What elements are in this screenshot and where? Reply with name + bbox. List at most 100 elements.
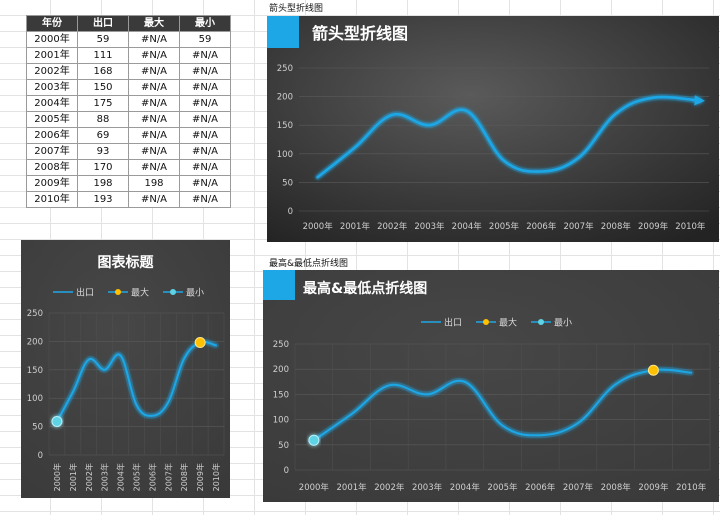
table-cell[interactable]: 111 xyxy=(77,47,129,64)
table-cell[interactable]: #N/A xyxy=(179,95,231,112)
table-cell[interactable]: 2000年 xyxy=(26,31,78,48)
x-tick-label: 2003年 xyxy=(100,463,110,491)
x-tick-label: 2004年 xyxy=(450,482,481,493)
table-cell[interactable]: #N/A xyxy=(179,191,231,208)
title-block xyxy=(263,270,295,300)
x-tick-label: 2007年 xyxy=(163,463,173,491)
table-row: 2005年 88 #N/A #N/A xyxy=(26,111,231,128)
column-header[interactable]: 最大 xyxy=(128,15,180,32)
table-cell[interactable]: 2007年 xyxy=(26,143,78,160)
column-header[interactable]: 年份 xyxy=(26,15,78,32)
x-tick-label: 2001年 xyxy=(340,221,371,232)
table-cell[interactable]: #N/A xyxy=(128,191,180,208)
legend-label: 最大 xyxy=(131,287,149,299)
table-cell[interactable]: #N/A xyxy=(128,159,180,176)
table-cell[interactable]: #N/A xyxy=(128,63,180,80)
table-cell[interactable]: 69 xyxy=(77,127,129,144)
x-tick-label: 2004年 xyxy=(116,463,126,491)
table-cell[interactable]: #N/A xyxy=(128,47,180,64)
table-cell[interactable]: #N/A xyxy=(179,127,231,144)
table-header-row: 年份 出口 最大 最小 xyxy=(26,15,231,32)
table-row: 2001年 111 #N/A #N/A xyxy=(26,47,231,64)
table-cell[interactable]: 2004年 xyxy=(26,95,78,112)
arrow-line-chart[interactable]: 箭头型折线图 0 50 100 150 200 250 2000年 2001年 2002年 2003… xyxy=(267,16,719,242)
table-cell[interactable]: 88 xyxy=(77,111,129,128)
series-line-export xyxy=(56,340,217,423)
data-table: 年份 出口 最大 最小 2000年 59 #N/A 59 2001年 111 #N/A #N/… xyxy=(26,15,231,208)
max-point-marker xyxy=(647,364,659,376)
column-header[interactable]: 最小 xyxy=(179,15,231,32)
table-row: 2006年 69 #N/A #N/A xyxy=(26,127,231,144)
table-cell[interactable]: 93 xyxy=(77,143,129,160)
table-cell[interactable]: 2005年 xyxy=(26,111,78,128)
table-cell[interactable]: #N/A xyxy=(128,143,180,160)
table-cell[interactable]: #N/A xyxy=(179,111,231,128)
table-cell[interactable]: 2001年 xyxy=(26,47,78,64)
y-tick-label: 150 xyxy=(277,121,293,131)
y-tick-label: 50 xyxy=(278,441,289,451)
table-cell[interactable]: 2008年 xyxy=(26,159,78,176)
title-line-chart[interactable]: 图表标题 0 50 100 150 200 250 2000年 2001年 2002年 2003年 2… xyxy=(21,240,230,498)
table-cell[interactable]: 175 xyxy=(77,95,129,112)
table-row: 2004年 175 #N/A #N/A xyxy=(26,95,231,112)
table-cell[interactable]: #N/A xyxy=(179,79,231,96)
table-cell[interactable]: 193 xyxy=(77,191,129,208)
arrow-chart-sheet-label[interactable]: 箭头型折线图 xyxy=(269,4,324,14)
table-cell[interactable]: #N/A xyxy=(128,127,180,144)
x-tick-label: 2008年 xyxy=(601,482,632,493)
table-cell[interactable]: 198 xyxy=(77,175,129,192)
hilo-line-chart[interactable]: 最高&最低点折线图 0 50 100 150 200 250 2000年 2001年 2002年 2… xyxy=(263,270,719,502)
x-tick-label: 2004年 xyxy=(452,221,483,232)
legend-marker xyxy=(115,289,121,295)
legend-label: 出口 xyxy=(444,317,462,329)
y-tick-label: 250 xyxy=(273,340,289,350)
table-cell[interactable]: 2006年 xyxy=(26,127,78,144)
hilo-chart-sheet-label[interactable]: 最高&最低点折线图 xyxy=(269,259,349,269)
table-cell[interactable]: #N/A xyxy=(128,79,180,96)
table-cell[interactable]: 150 xyxy=(77,79,129,96)
table-cell[interactable]: #N/A xyxy=(179,63,231,80)
x-tick-label: 2005年 xyxy=(487,482,518,493)
min-point-marker xyxy=(51,415,63,427)
y-tick-label: 0 xyxy=(284,466,289,476)
x-tick-label: 2002年 xyxy=(374,482,405,493)
x-tick-label: 2009年 xyxy=(195,463,205,491)
x-tick-label: 2007年 xyxy=(563,221,594,232)
y-tick-label: 0 xyxy=(288,207,293,217)
x-tick-label: 2002年 xyxy=(377,221,408,232)
x-tick-label: 2000年 xyxy=(303,221,334,232)
table-cell[interactable]: #N/A xyxy=(128,111,180,128)
table-cell[interactable]: #N/A xyxy=(179,175,231,192)
y-tick-label: 200 xyxy=(277,93,293,103)
x-tick-label: 2000年 xyxy=(299,482,330,493)
table-cell[interactable]: #N/A xyxy=(128,31,180,48)
table-cell[interactable]: #N/A xyxy=(179,47,231,64)
x-tick-label: 2008年 xyxy=(601,221,632,232)
column-header[interactable]: 出口 xyxy=(77,15,129,32)
table-cell[interactable]: #N/A xyxy=(179,143,231,160)
x-tick-label: 2005年 xyxy=(489,221,520,232)
title-line-chart-svg: 图表标题 0 50 100 150 200 250 2000年 2001年 2002年 2003年 2… xyxy=(21,240,230,498)
x-tick-label: 2001年 xyxy=(337,482,368,493)
table-cell[interactable]: 59 xyxy=(77,31,129,48)
table-cell[interactable]: #N/A xyxy=(128,95,180,112)
x-tick-label: 2007年 xyxy=(563,482,594,493)
y-tick-label: 150 xyxy=(27,366,43,376)
table-cell[interactable]: 2009年 xyxy=(26,175,78,192)
table-cell[interactable]: 170 xyxy=(77,159,129,176)
table-cell[interactable]: 168 xyxy=(77,63,129,80)
table-cell[interactable]: 2003年 xyxy=(26,79,78,96)
x-tick-label: 2009年 xyxy=(638,221,669,232)
y-tick-label: 100 xyxy=(27,394,43,404)
table-cell[interactable]: 2010年 xyxy=(26,191,78,208)
table-cell[interactable]: 2002年 xyxy=(26,63,78,80)
series-line-export xyxy=(312,368,693,442)
table-cell[interactable]: 198 xyxy=(128,175,180,192)
x-tick-label: 2010年 xyxy=(675,221,706,232)
table-row: 2010年 193 #N/A #N/A xyxy=(26,191,231,208)
table-cell[interactable]: #N/A xyxy=(179,159,231,176)
table-row: 2002年 168 #N/A #N/A xyxy=(26,63,231,80)
table-row: 2008年 170 #N/A #N/A xyxy=(26,159,231,176)
table-cell[interactable]: 59 xyxy=(179,31,231,48)
y-tick-label: 150 xyxy=(273,390,289,400)
